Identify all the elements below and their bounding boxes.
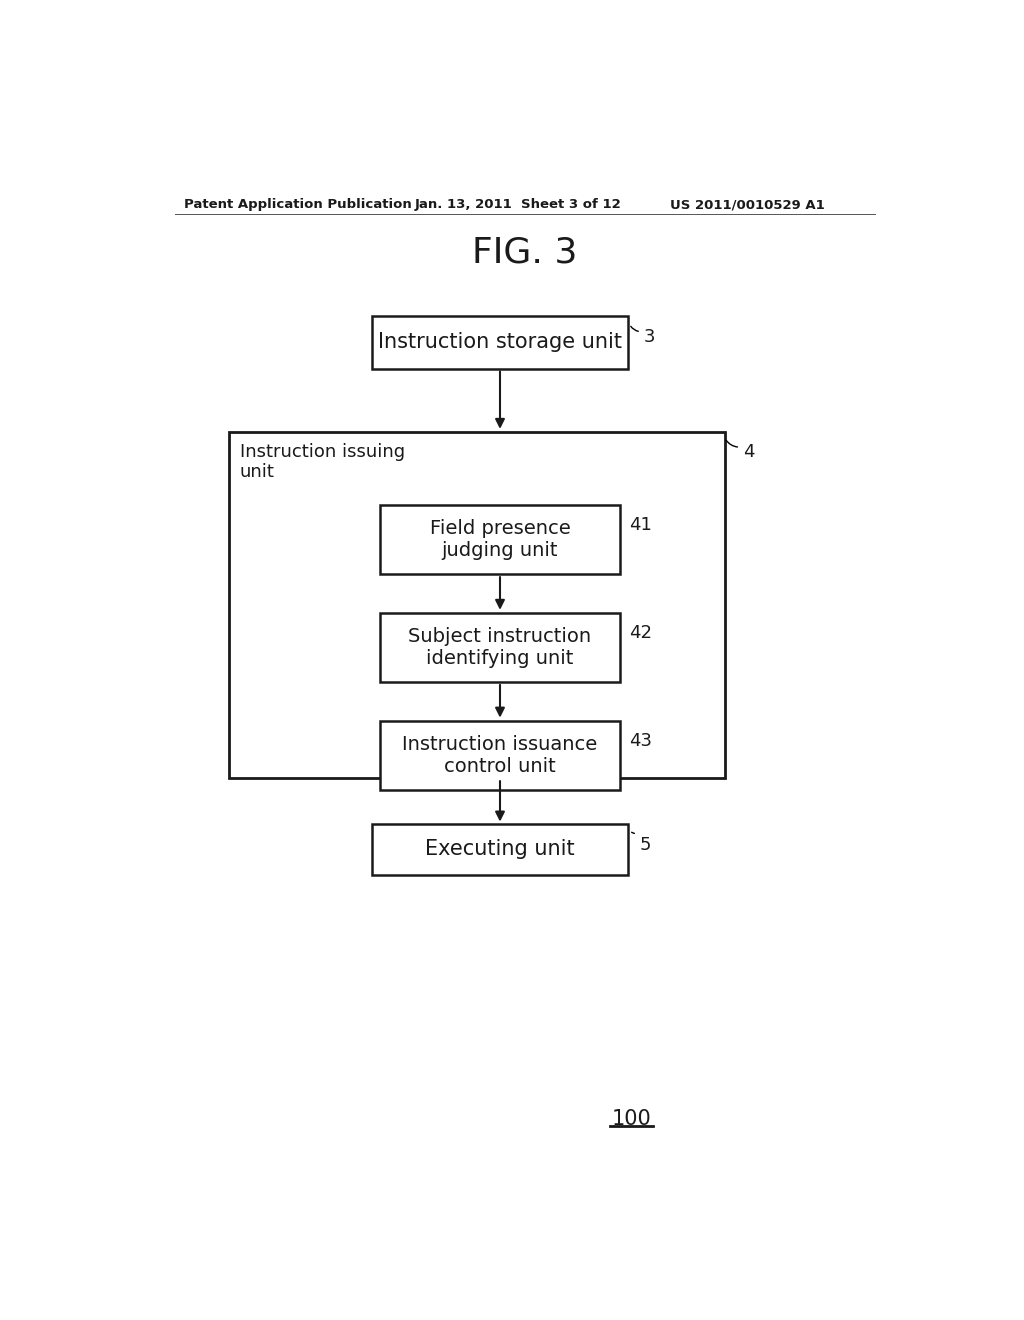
Text: 41: 41 bbox=[630, 516, 652, 535]
Bar bbox=[372, 825, 628, 875]
Text: 3: 3 bbox=[643, 327, 655, 346]
Bar bbox=[380, 506, 621, 574]
Text: 43: 43 bbox=[630, 733, 652, 750]
Text: Subject instruction
identifying unit: Subject instruction identifying unit bbox=[409, 627, 592, 668]
Text: Instruction issuance
control unit: Instruction issuance control unit bbox=[402, 735, 598, 776]
Text: US 2011/0010529 A1: US 2011/0010529 A1 bbox=[671, 198, 825, 211]
Bar bbox=[228, 432, 725, 779]
Bar bbox=[380, 721, 621, 789]
Text: FIG. 3: FIG. 3 bbox=[472, 235, 578, 269]
Text: 42: 42 bbox=[630, 624, 652, 643]
Text: Executing unit: Executing unit bbox=[425, 840, 574, 859]
Text: Instruction storage unit: Instruction storage unit bbox=[378, 333, 622, 352]
Text: Instruction issuing
unit: Instruction issuing unit bbox=[240, 442, 404, 482]
Text: Patent Application Publication: Patent Application Publication bbox=[183, 198, 412, 211]
Text: 4: 4 bbox=[742, 444, 754, 461]
Text: Field presence
judging unit: Field presence judging unit bbox=[430, 519, 570, 560]
Bar bbox=[372, 317, 628, 368]
Text: 5: 5 bbox=[640, 836, 651, 854]
Bar bbox=[380, 612, 621, 682]
Text: Jan. 13, 2011  Sheet 3 of 12: Jan. 13, 2011 Sheet 3 of 12 bbox=[415, 198, 622, 211]
Text: 100: 100 bbox=[612, 1109, 651, 1130]
